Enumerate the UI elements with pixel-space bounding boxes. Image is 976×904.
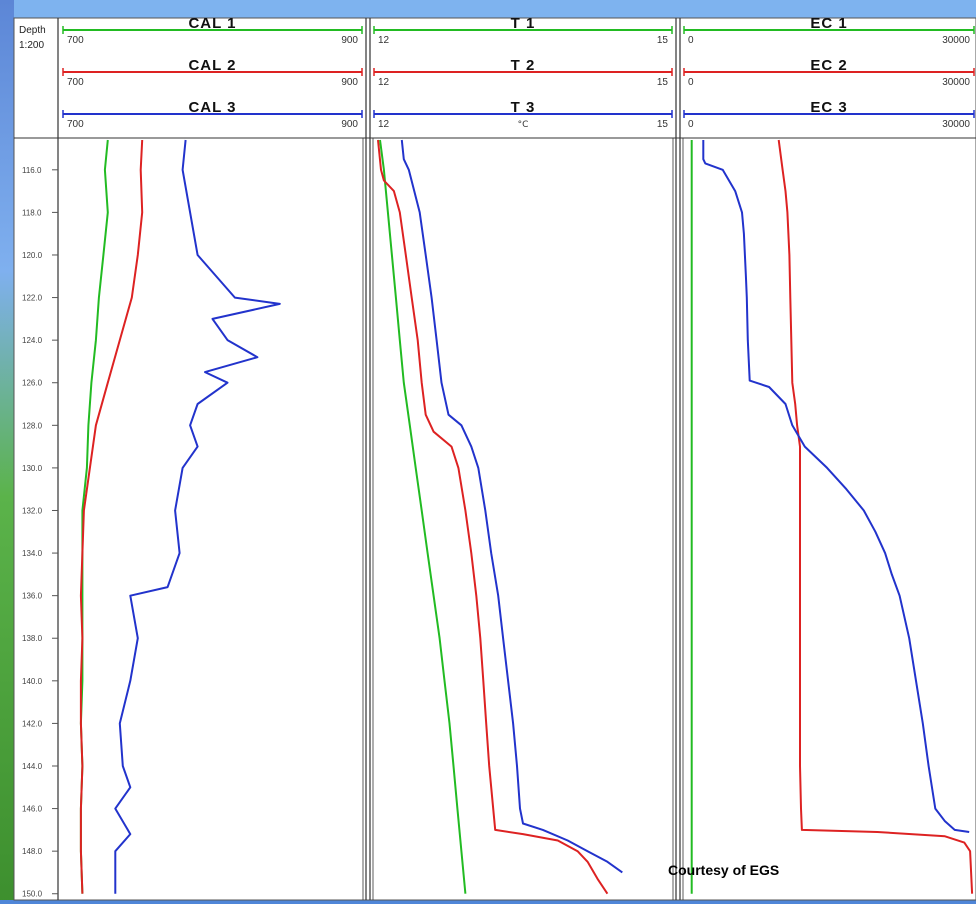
- scale-max-label: 900: [341, 35, 358, 46]
- scale-min-label: 700: [67, 119, 84, 130]
- scale-min-label: 12: [378, 77, 390, 88]
- scale-max-label: 30000: [942, 119, 970, 130]
- scale-max-label: 900: [341, 119, 358, 130]
- depth-tick-label: 124.0: [22, 336, 43, 345]
- curve-title: CAL 2: [188, 57, 236, 74]
- background-top-band: [0, 0, 976, 18]
- depth-tick-label: 138.0: [22, 634, 43, 643]
- unit-label: °C: [518, 120, 529, 130]
- depth-tick-label: 136.0: [22, 592, 43, 601]
- scale-min-label: 12: [378, 119, 390, 130]
- depth-tick-label: 116.0: [22, 166, 42, 175]
- depth-header-label: Depth: [19, 25, 46, 36]
- curve-t-1: [379, 139, 467, 894]
- scale-max-label: 15: [657, 119, 669, 130]
- curve-title: CAL 3: [188, 99, 236, 116]
- scale-max-label: 30000: [942, 35, 970, 46]
- depth-tick-label: 126.0: [22, 379, 43, 388]
- depth-tick-label: 134.0: [22, 549, 43, 558]
- depth-tick-label: 132.0: [22, 506, 43, 515]
- depth-tick-label: 150.0: [22, 890, 43, 899]
- track-frames: [57, 18, 684, 900]
- curve-title: T 3: [511, 99, 536, 116]
- log-curves: [79, 139, 974, 895]
- curve-t-3: [400, 139, 623, 874]
- depth-tick-label: 148.0: [22, 847, 43, 856]
- background-left-band: [0, 0, 14, 904]
- curve-cal-2: [79, 139, 144, 894]
- curve-title: EC 2: [810, 57, 847, 74]
- scale-max-label: 15: [657, 77, 669, 88]
- scale-max-label: 15: [657, 35, 669, 46]
- chart-frame: [13, 17, 976, 901]
- depth-tick-label: 118.0: [22, 208, 42, 217]
- depth-tick-label: 130.0: [22, 464, 43, 473]
- depth-tick-label: 144.0: [22, 762, 43, 771]
- chart-header: Depth 1:200 CAL 1 700 900 CAL 2 700 900 CAL 3 700…: [14, 15, 976, 139]
- depth-tick-label: 140.0: [22, 677, 43, 686]
- scale-min-label: 700: [67, 77, 84, 88]
- curve-title: T 1: [511, 15, 536, 32]
- scale-min-label: 0: [688, 35, 694, 46]
- depth-tick-label: 122.0: [22, 294, 43, 303]
- depth-tick-label: 146.0: [22, 805, 43, 814]
- scale-min-label: 0: [688, 119, 694, 130]
- curve-ec-3: [702, 140, 970, 833]
- depth-tick-label: 120.0: [22, 251, 43, 260]
- curve-t-2: [377, 139, 609, 895]
- depth-scale-label: 1:200: [19, 40, 44, 51]
- depth-tick-label: 128.0: [22, 421, 43, 430]
- curve-title: CAL 1: [188, 15, 236, 32]
- scale-max-label: 900: [341, 77, 358, 88]
- curve-title: T 2: [511, 57, 536, 74]
- curve-title: EC 1: [810, 15, 847, 32]
- courtesy-label: Courtesy of EGS: [668, 862, 780, 878]
- scale-max-label: 30000: [942, 77, 970, 88]
- scale-min-label: 0: [688, 77, 694, 88]
- depth-tick-label: 142.0: [22, 719, 43, 728]
- scale-min-label: 12: [378, 35, 390, 46]
- curve-cal-3: [114, 139, 281, 894]
- depth-axis: 116.0 118.0 120.0 122.0 124.0 126.0 128.0 130.0…: [22, 166, 58, 899]
- curve-title: EC 3: [810, 99, 847, 116]
- scale-min-label: 700: [67, 35, 84, 46]
- curve-ec-2: [777, 139, 974, 894]
- background-bottom-band: [0, 900, 976, 904]
